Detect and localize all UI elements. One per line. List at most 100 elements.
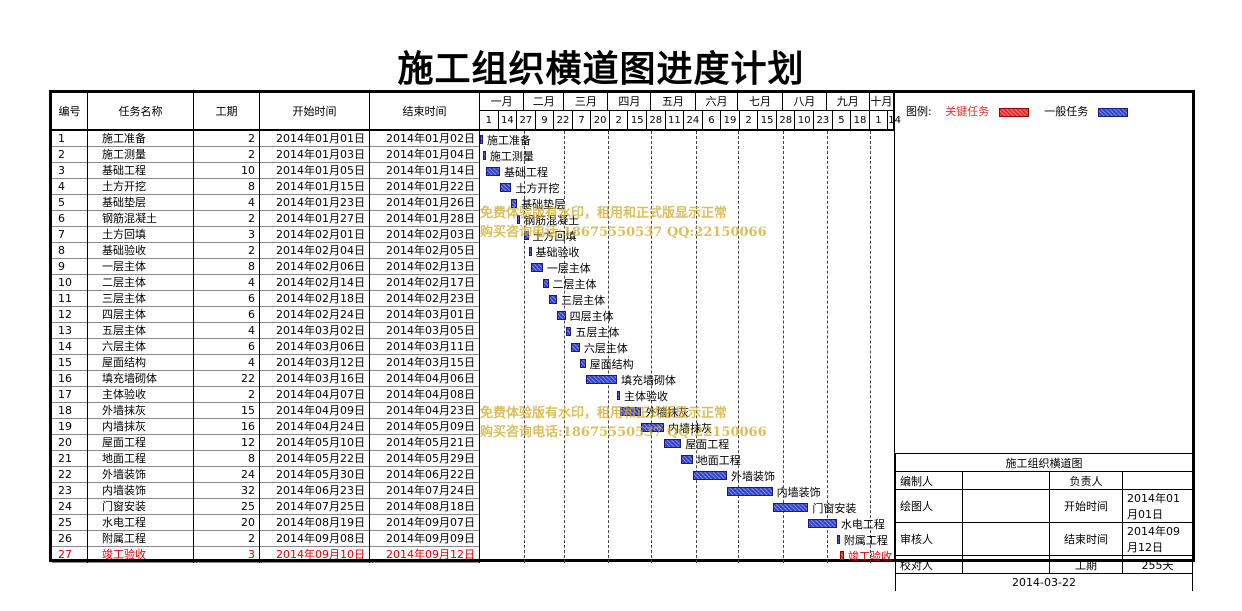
task-end: 2014年08月18日	[370, 499, 480, 515]
page-title: 施工组织横道图进度计划	[397, 48, 805, 90]
task-name: 附属工程	[88, 531, 194, 547]
gantt-bar[interactable]	[517, 215, 521, 224]
gantt-bar-label: 外墙装饰	[730, 470, 775, 483]
task-id: 15	[52, 355, 88, 371]
table-row: 7 土方回填 3 2014年02月01日 2014年02月03日	[52, 227, 480, 243]
gantt-bar[interactable]	[528, 247, 532, 256]
task-duration: 3	[194, 547, 260, 563]
gantt-bar[interactable]	[485, 167, 500, 176]
gantt-bar[interactable]	[664, 439, 682, 448]
task-end: 2014年04月23日	[370, 403, 480, 419]
task-end: 2014年01月22日	[370, 179, 480, 195]
gantt-bar[interactable]	[839, 551, 845, 560]
gantt-bar[interactable]	[571, 343, 580, 352]
task-id: 20	[52, 435, 88, 451]
task-name: 主体验收	[88, 387, 194, 403]
gantt-bar[interactable]	[531, 263, 543, 272]
gantt-bar[interactable]	[619, 407, 642, 416]
task-id: 22	[52, 467, 88, 483]
gantt-bar[interactable]	[542, 279, 549, 288]
task-duration: 25	[194, 499, 260, 515]
task-end: 2014年02月23日	[370, 291, 480, 307]
task-start: 2014年01月27日	[260, 211, 370, 227]
gantt-bar[interactable]	[579, 359, 586, 368]
task-end: 2014年07月24日	[370, 483, 480, 499]
gantt-bar[interactable]	[585, 375, 618, 384]
task-name: 门窗安装	[88, 499, 194, 515]
day-tick-label: 22	[554, 111, 573, 130]
gantt-bar[interactable]	[482, 151, 486, 160]
task-id: 16	[52, 371, 88, 387]
task-duration: 6	[194, 307, 260, 323]
task-start: 2014年04月24日	[260, 419, 370, 435]
task-duration: 8	[194, 259, 260, 275]
task-end: 2014年09月07日	[370, 515, 480, 531]
gantt-bar[interactable]	[641, 423, 665, 432]
gantt-bar-label: 主体验收	[624, 390, 669, 403]
month-gridline	[738, 131, 740, 563]
legend-normal-label: 一般任务	[1044, 105, 1089, 118]
task-name: 基础工程	[88, 163, 194, 179]
gantt-bar[interactable]	[617, 391, 621, 400]
gantt-bar[interactable]	[772, 503, 809, 512]
gantt-bar[interactable]	[692, 471, 727, 480]
task-id: 18	[52, 403, 88, 419]
watermark-line: 免费体验版有水印，租用和正式版显示正常	[480, 206, 728, 221]
task-start: 2014年05月22日	[260, 451, 370, 467]
legend-critical-swatch	[998, 107, 1029, 117]
legend-normal-swatch	[1097, 107, 1128, 117]
task-duration: 8	[194, 451, 260, 467]
task-duration: 3	[194, 227, 260, 243]
gantt-bar-label: 附属工程	[843, 534, 888, 547]
day-tick-label: 2	[739, 111, 759, 130]
task-start: 2014年02月24日	[260, 307, 370, 323]
column-header-name: 任务名称	[88, 93, 194, 130]
gantt-bar[interactable]	[548, 295, 558, 304]
gantt-bar[interactable]	[511, 199, 518, 208]
task-end: 2014年01月02日	[370, 131, 480, 147]
info-box-title: 施工组织横道图	[895, 453, 1193, 472]
task-duration: 12	[194, 435, 260, 451]
task-start: 2014年01月23日	[260, 195, 370, 211]
task-id: 1	[52, 131, 88, 147]
month-header: 六月	[695, 93, 739, 111]
task-start: 2014年02月06日	[260, 259, 370, 275]
gantt-bar[interactable]	[480, 135, 483, 144]
gantt-bar-label: 基础验收	[535, 246, 580, 259]
gantt-bar[interactable]	[565, 327, 572, 336]
task-name: 四层主体	[88, 307, 194, 323]
task-duration: 15	[194, 403, 260, 419]
task-end: 2014年02月13日	[370, 259, 480, 275]
task-id: 25	[52, 515, 88, 531]
gantt-bar-label: 外墙抹灰	[645, 406, 690, 419]
gantt-bar[interactable]	[557, 311, 566, 320]
month-header: 八月	[782, 93, 827, 111]
day-tick-label: 9	[535, 111, 555, 130]
task-id: 3	[52, 163, 88, 179]
task-end: 2014年04月06日	[370, 371, 480, 387]
table-row: 2 施工测量 2 2014年01月03日 2014年01月04日	[52, 147, 480, 163]
task-end: 2014年02月05日	[370, 243, 480, 259]
column-header-start: 开始时间	[260, 93, 370, 130]
task-id: 2	[52, 147, 88, 163]
month-gridline	[869, 131, 871, 563]
task-name: 施工测量	[88, 147, 194, 163]
gantt-bar[interactable]	[681, 455, 693, 464]
day-tick-label: 7	[572, 111, 592, 130]
gantt-bar[interactable]	[499, 183, 512, 192]
task-duration: 22	[194, 371, 260, 387]
table-row: 11 三层主体 6 2014年02月18日 2014年02月23日	[52, 291, 480, 307]
gantt-bar-label: 地面工程	[696, 454, 741, 467]
table-row: 10 二层主体 4 2014年02月14日 2014年02月17日	[52, 275, 480, 291]
gantt-bar[interactable]	[808, 519, 837, 528]
gantt-bar[interactable]	[524, 231, 529, 240]
gantt-bar[interactable]	[836, 535, 840, 544]
day-tick-label: 23	[814, 111, 833, 130]
task-name: 内墙装饰	[88, 483, 194, 499]
table-row: 24 门窗安装 25 2014年07月25日 2014年08月18日	[52, 499, 480, 515]
info-label: 开始时间	[1049, 489, 1123, 523]
task-duration: 24	[194, 467, 260, 483]
gantt-bar[interactable]	[726, 487, 773, 496]
task-start: 2014年02月14日	[260, 275, 370, 291]
gantt-bar-label: 内墙装饰	[776, 486, 821, 499]
